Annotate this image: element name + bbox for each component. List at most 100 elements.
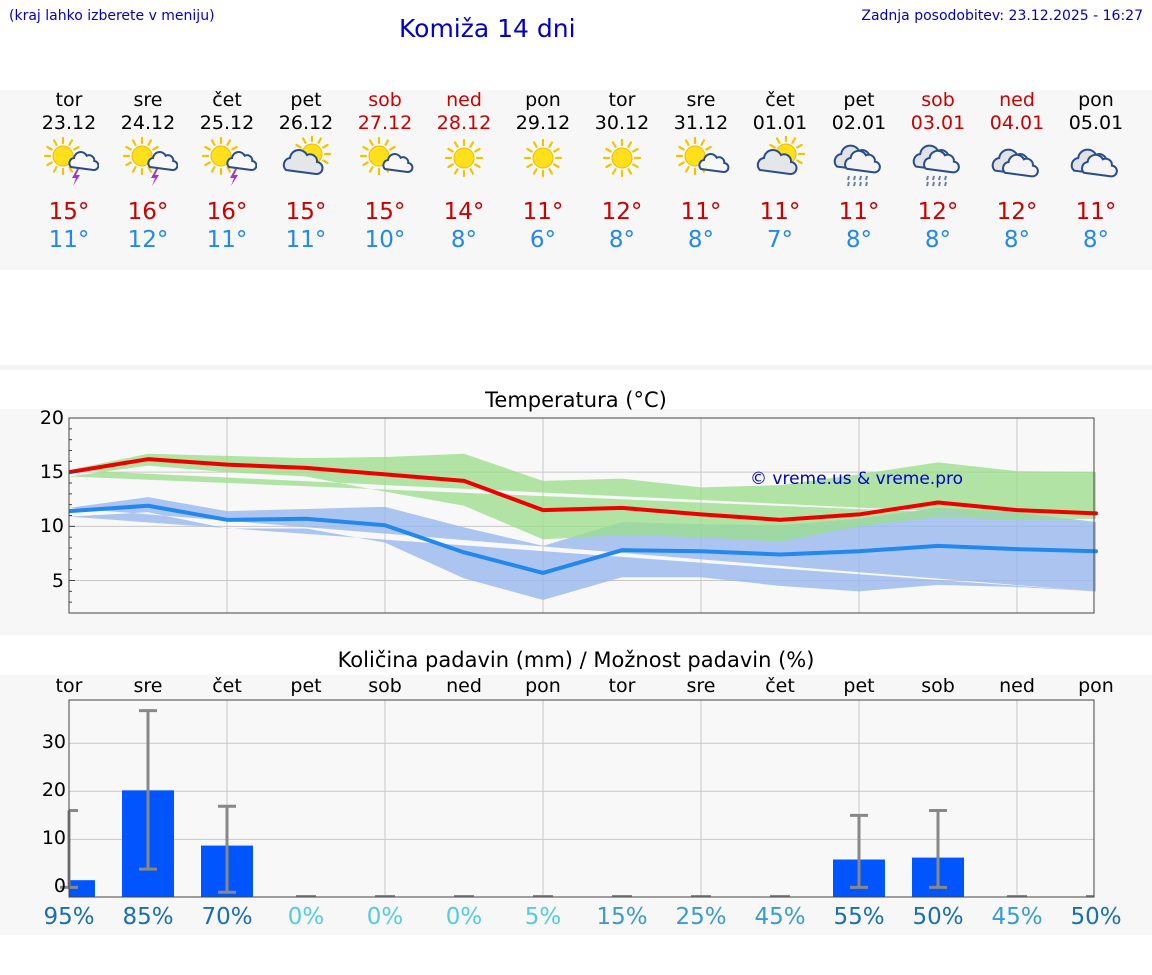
day-min-temp: 8°	[924, 227, 952, 253]
precip-plot-frame	[68, 699, 1095, 898]
day-max-temp: 14°	[443, 199, 485, 225]
precip-weekday: tor	[608, 675, 636, 697]
day-weekday: pet	[290, 89, 322, 111]
precip-probability: 0%	[445, 904, 483, 930]
precip-probability: 50%	[912, 904, 964, 930]
location-hint[interactable]: (kraj lahko izberete v meniju)	[9, 8, 215, 24]
day-min-temp: 11°	[48, 227, 90, 253]
precip-weekday: sob	[921, 675, 955, 697]
day-date: 04.01	[989, 112, 1045, 134]
precip-probability: 45%	[754, 904, 806, 930]
mostly-sunny-icon	[671, 136, 731, 192]
last-updated: Zadnja posodobitev: 23.12.2025 - 16:27	[861, 8, 1143, 24]
precip-probability: 50%	[1070, 904, 1122, 930]
max-temp-band	[69, 453, 1096, 542]
precip-bar	[69, 880, 95, 897]
partly-cloudy-icon	[276, 134, 336, 192]
precip-probability: 15%	[596, 904, 648, 930]
day-max-temp: 15°	[48, 199, 90, 225]
sun-cloud-thunder-icon	[39, 136, 100, 192]
day-date: 01.01	[752, 112, 808, 134]
day-weekday: pon	[525, 89, 561, 111]
day-weekday: sre	[133, 89, 163, 111]
cloud-rain-icon	[908, 136, 968, 192]
cloudy-icon	[1066, 136, 1126, 192]
day-max-temp: 11°	[1075, 199, 1117, 225]
day-min-temp: 8°	[1003, 227, 1031, 253]
page-title: Komiža 14 dni	[399, 14, 576, 43]
day-min-temp: 11°	[285, 227, 327, 253]
day-weekday: sre	[686, 89, 716, 111]
precip-probability: 5%	[524, 904, 562, 930]
day-weekday: tor	[55, 89, 83, 111]
precip-weekday: čet	[765, 675, 795, 697]
precip-weekday: ned	[999, 675, 1035, 697]
temperature-title: Temperatura (°C)	[485, 388, 667, 412]
forecast-band	[0, 90, 1152, 270]
day-max-temp: 12°	[917, 199, 959, 225]
day-date: 27.12	[357, 112, 413, 134]
day-weekday: sob	[921, 89, 955, 111]
precip-weekday: tor	[55, 675, 83, 697]
day-min-temp: 8°	[608, 227, 636, 253]
day-date: 30.12	[594, 112, 650, 134]
day-date: 28.12	[436, 112, 492, 134]
sun-icon	[513, 136, 573, 192]
day-weekday: čet	[765, 89, 795, 111]
day-max-temp: 11°	[759, 199, 801, 225]
precip-probability: 45%	[991, 904, 1043, 930]
day-min-temp: 7°	[766, 227, 794, 253]
precip-weekday: sob	[368, 675, 402, 697]
precip-weekday: pet	[843, 675, 875, 697]
sun-cloud-thunder-icon	[197, 136, 258, 192]
cloudy-icon	[987, 136, 1047, 192]
day-date: 03.01	[910, 112, 966, 134]
partly-cloudy-icon	[750, 134, 810, 192]
precip-weekday: pon	[1078, 675, 1114, 697]
day-weekday: ned	[446, 89, 482, 111]
precip-probability: 85%	[122, 904, 174, 930]
divider	[0, 365, 1152, 370]
precip-probability: 95%	[43, 904, 95, 930]
day-weekday: pet	[843, 89, 875, 111]
precip-weekday: čet	[212, 675, 242, 697]
precip-weekday: sre	[686, 675, 716, 697]
day-weekday: sob	[368, 89, 402, 111]
mostly-sunny-icon	[355, 136, 415, 192]
day-weekday: čet	[212, 89, 242, 111]
day-max-temp: 15°	[364, 199, 406, 225]
day-max-temp: 12°	[601, 199, 643, 225]
precip-ytick-label: 20	[41, 779, 66, 802]
sun-icon	[592, 136, 652, 192]
temp-ytick-label: 5	[51, 569, 64, 592]
watermark: © vreme.us & vreme.pro	[750, 469, 963, 489]
sun-cloud-thunder-icon	[118, 136, 179, 192]
day-date: 24.12	[120, 112, 176, 134]
precip-probability: 55%	[833, 904, 885, 930]
day-min-temp: 8°	[450, 227, 478, 253]
day-min-temp: 8°	[687, 227, 715, 253]
day-max-temp: 11°	[838, 199, 880, 225]
precip-ytick-label: 0	[53, 875, 66, 898]
temp-ytick-label: 15	[39, 461, 64, 484]
day-date: 25.12	[199, 112, 255, 134]
precip-probability: 25%	[675, 904, 727, 930]
min-temp-line	[68, 503, 1098, 575]
precip-ytick-label: 30	[41, 731, 66, 754]
temp-ytick-label: 10	[39, 515, 64, 538]
cloud-rain-icon	[829, 136, 889, 192]
day-max-temp: 16°	[127, 199, 169, 225]
day-weekday: tor	[608, 89, 636, 111]
day-max-temp: 16°	[206, 199, 248, 225]
precip-ytick-label: 10	[41, 827, 66, 850]
day-date: 26.12	[278, 112, 334, 134]
day-date: 29.12	[515, 112, 571, 134]
day-max-temp: 15°	[285, 199, 327, 225]
precip-title: Količina padavin (mm) / Možnost padavin …	[337, 648, 815, 672]
day-min-temp: 8°	[1082, 227, 1110, 253]
temp-ytick-label: 20	[39, 407, 64, 429]
day-weekday: pon	[1078, 89, 1114, 111]
day-date: 31.12	[673, 112, 729, 134]
precip-probability: 70%	[201, 904, 253, 930]
